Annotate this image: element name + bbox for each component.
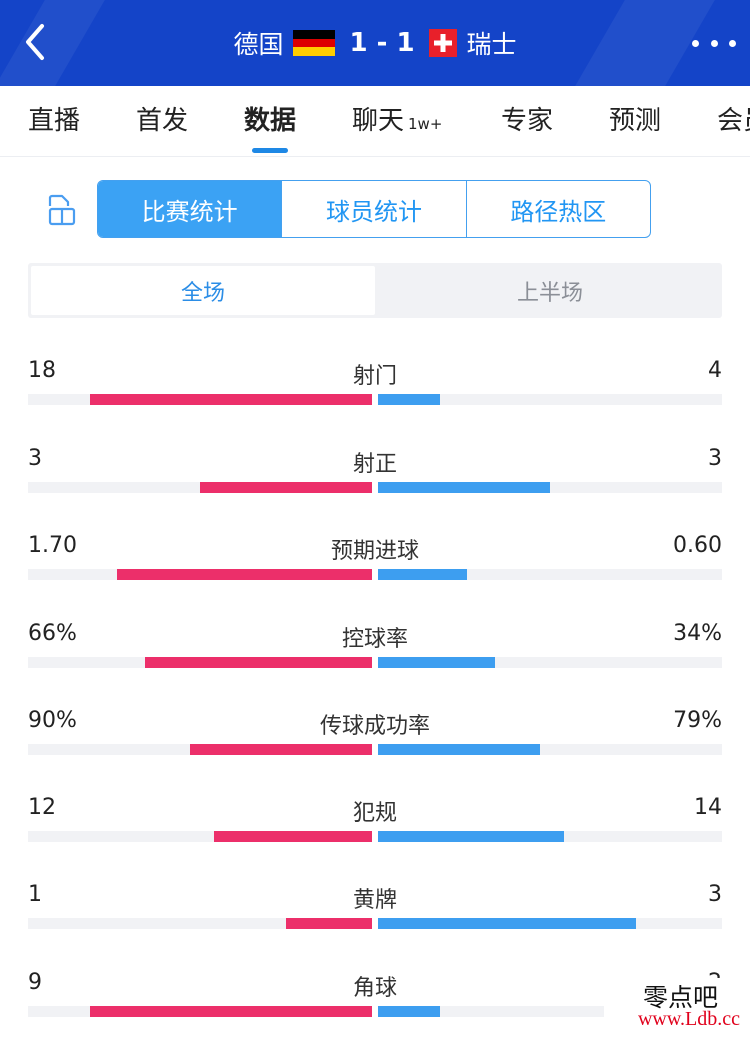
stat-row: 18 射门 4	[0, 358, 750, 438]
stat-home-value: 1	[28, 882, 42, 907]
home-bar-track	[28, 394, 372, 405]
stats-type-segment: 比赛统计 球员统计 路径热区	[97, 180, 651, 238]
home-bar	[145, 657, 372, 668]
export-image-icon	[48, 194, 76, 226]
period-first-half[interactable]: 上半场	[516, 280, 583, 306]
tab-prediction[interactable]: 预测	[609, 106, 662, 136]
away-bar-track	[378, 482, 722, 493]
home-bar-track	[28, 744, 372, 755]
stat-home-value: 90%	[28, 708, 77, 733]
away-bar-track	[378, 657, 722, 668]
away-bar	[378, 657, 495, 668]
away-bar-track	[378, 1006, 722, 1017]
segment-match-stats[interactable]: 比赛统计	[98, 181, 282, 237]
more-options-button[interactable]	[692, 28, 736, 58]
switzerland-flag-icon	[428, 29, 457, 57]
stat-away-value: 14	[694, 795, 722, 820]
stat-label: 预期进球	[330, 539, 419, 564]
more-dot-icon	[692, 39, 699, 47]
chevron-left-icon	[26, 24, 44, 60]
segment-heatmap[interactable]: 路径热区	[465, 181, 650, 237]
home-bar	[214, 831, 372, 842]
away-bar	[378, 831, 564, 842]
stat-label: 射正	[352, 452, 397, 477]
stat-label: 传球成功率	[319, 714, 430, 739]
home-bar-track	[28, 1006, 372, 1017]
period-toggle: 全场 上半场	[28, 263, 722, 318]
stat-away-value: 34%	[673, 621, 722, 646]
stat-home-value: 9	[28, 970, 42, 995]
home-bar-track	[28, 569, 372, 580]
stat-away-value: 3	[708, 882, 722, 907]
tab-member[interactable]: 会员	[717, 106, 750, 136]
stat-label: 射门	[352, 364, 397, 389]
stat-home-value: 12	[28, 795, 56, 820]
more-dot-icon	[729, 39, 736, 47]
tab-lineup[interactable]: 首发	[136, 106, 189, 136]
chat-count-badge: 1w+	[408, 115, 443, 133]
tab-data[interactable]: 数据	[244, 106, 297, 136]
watermark-text: 零点吧	[642, 983, 718, 1012]
back-button[interactable]	[14, 20, 58, 64]
stat-row: 1.70 预期进球 0.60	[0, 533, 750, 613]
more-dot-icon	[710, 39, 718, 47]
home-team-name: 德国	[233, 30, 284, 59]
stat-label: 犯规	[352, 801, 397, 826]
tab-chat[interactable]: 聊天 1w+	[352, 106, 443, 136]
stat-home-value: 66%	[28, 621, 77, 646]
away-bar-track	[378, 744, 722, 755]
home-bar-track	[28, 657, 372, 668]
home-bar	[286, 918, 372, 929]
match-score: 1 - 1	[349, 28, 415, 58]
tab-experts[interactable]: 专家	[501, 106, 554, 136]
match-title: 德国 1 - 1 瑞士	[0, 0, 750, 86]
watermark-url: www.Ldb.cc	[637, 1008, 740, 1030]
stat-row: 3 射正 3	[0, 446, 750, 526]
site-watermark: 零点吧 www.Ldb.cc	[604, 978, 744, 1038]
stat-home-value: 1.70	[28, 533, 77, 558]
period-full-match[interactable]: 全场	[31, 266, 375, 315]
away-bar-track	[378, 569, 722, 580]
stat-away-value: 0.60	[673, 533, 722, 558]
stat-row: 66% 控球率 34%	[0, 621, 750, 701]
away-bar	[378, 482, 550, 493]
away-bar	[378, 918, 636, 929]
away-bar-track	[378, 831, 722, 842]
export-image-button[interactable]	[44, 192, 80, 228]
stat-away-value: 79%	[673, 708, 722, 733]
stat-label: 角球	[352, 976, 397, 1001]
stat-row: 1 黄牌 3	[0, 882, 750, 962]
away-bar-track	[378, 394, 722, 405]
stat-home-value: 18	[28, 358, 56, 383]
stat-away-value: 4	[708, 358, 722, 383]
stat-away-value: 3	[708, 446, 722, 471]
segment-player-stats[interactable]: 球员统计	[281, 181, 465, 237]
away-team-name: 瑞士	[466, 30, 517, 59]
match-header: 德国 1 - 1 瑞士	[0, 0, 750, 86]
home-bar-track	[28, 482, 372, 493]
stat-home-value: 3	[28, 446, 42, 471]
away-bar	[378, 394, 440, 405]
home-bar	[90, 1006, 372, 1017]
stat-row: 12 犯规 14	[0, 795, 750, 875]
stat-label: 黄牌	[352, 888, 397, 913]
home-bar-track	[28, 831, 372, 842]
home-bar	[117, 569, 372, 580]
away-bar	[378, 1006, 440, 1017]
home-bar	[190, 744, 372, 755]
home-bar-track	[28, 918, 372, 929]
home-bar	[200, 482, 372, 493]
away-bar	[378, 744, 540, 755]
home-bar	[90, 394, 372, 405]
active-tab-indicator	[252, 148, 288, 153]
germany-flag-icon	[293, 30, 336, 56]
tab-live[interactable]: 直播	[28, 106, 81, 136]
away-bar	[378, 569, 467, 580]
away-bar-track	[378, 918, 722, 929]
stat-row: 90% 传球成功率 79%	[0, 708, 750, 788]
stat-label: 控球率	[341, 627, 408, 652]
